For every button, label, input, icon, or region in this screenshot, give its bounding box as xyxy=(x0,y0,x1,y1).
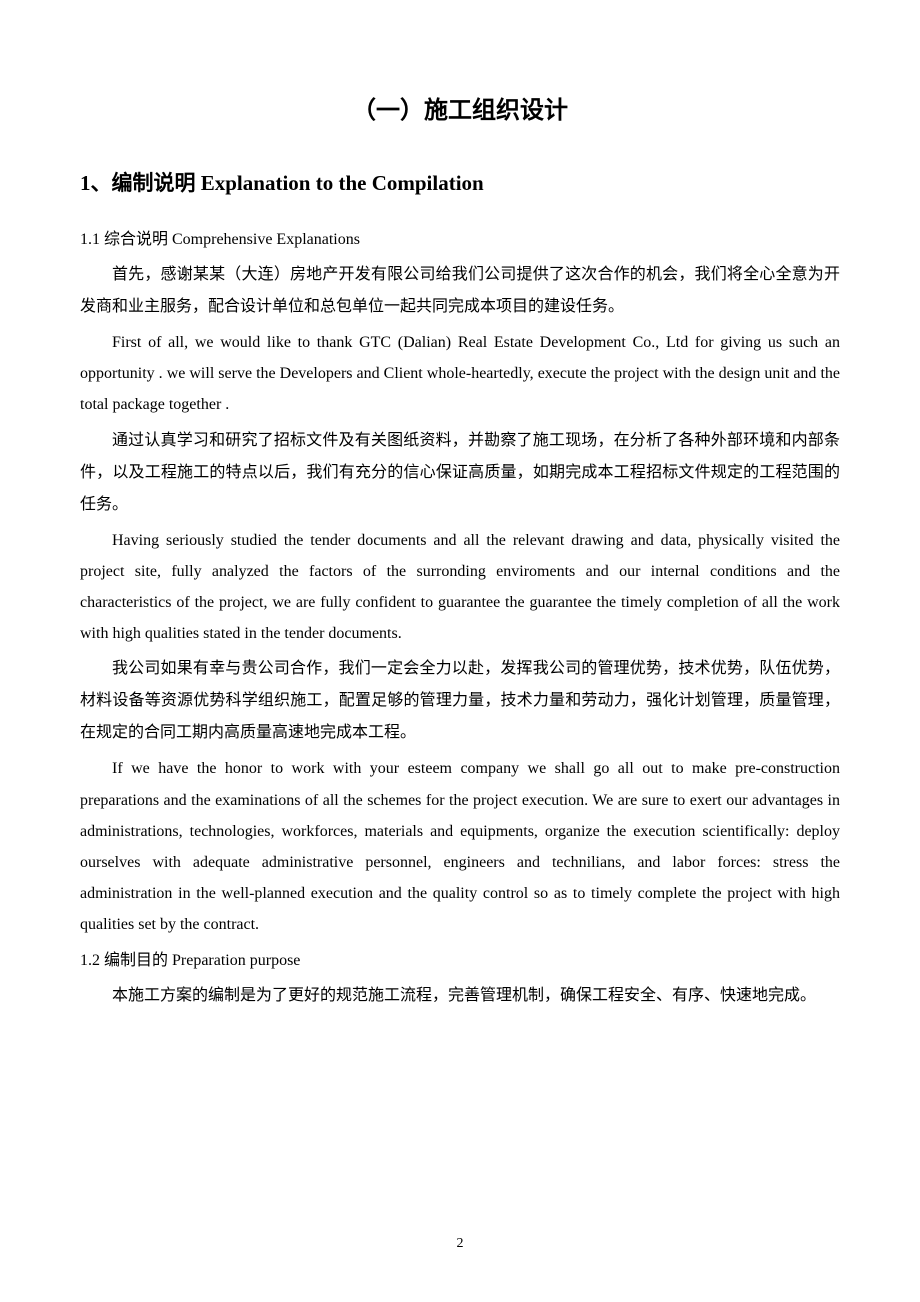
page-number: 2 xyxy=(0,1236,920,1252)
section-1-heading: 1、编制说明 Explanation to the Compilation xyxy=(80,167,840,197)
paragraph-3-cn: 我公司如果有幸与贵公司合作，我们一定会全力以赴，发挥我公司的管理优势，技术优势，… xyxy=(80,653,840,749)
paragraph-2-en: Having seriously studied the tender docu… xyxy=(80,525,840,650)
paragraph-2-cn: 通过认真学习和研究了招标文件及有关图纸资料，并勘察了施工现场，在分析了各种外部环… xyxy=(80,425,840,521)
section-1-1-heading: 1.1 综合说明 Comprehensive Explanations xyxy=(80,225,840,249)
paragraph-4-cn: 本施工方案的编制是为了更好的规范施工流程，完善管理机制，确保工程安全、有序、快速… xyxy=(80,980,840,1012)
section-1-2-heading: 1.2 编制目的 Preparation purpose xyxy=(80,946,840,970)
paragraph-1-en: First of all, we would like to thank GTC… xyxy=(80,327,840,421)
paragraph-3-en: If we have the honor to work with your e… xyxy=(80,753,840,940)
paragraph-1-cn: 首先，感谢某某（大连）房地产开发有限公司给我们公司提供了这次合作的机会，我们将全… xyxy=(80,259,840,323)
document-title: （一）施工组织设计 xyxy=(80,90,840,125)
